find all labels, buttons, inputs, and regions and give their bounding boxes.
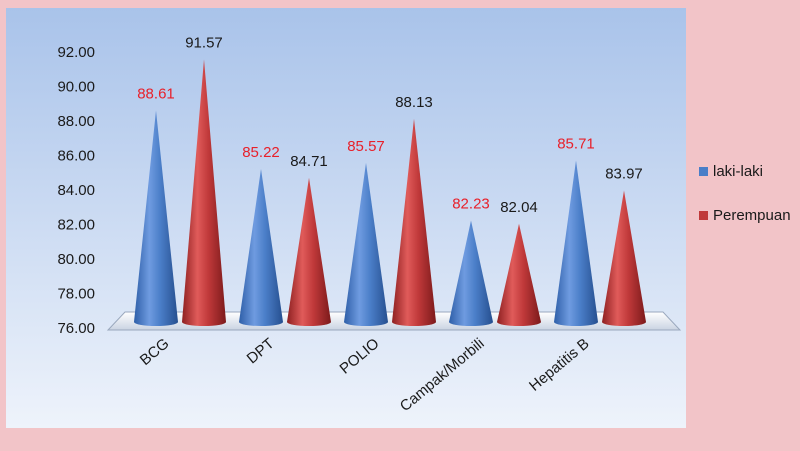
cone-perempuan-hepatitis-b — [602, 190, 646, 326]
data-label-perempuan-dpt: 84.71 — [290, 153, 328, 170]
cone-laki-laki-hepatitis-b — [554, 160, 598, 326]
cone-laki-laki-polio — [344, 162, 388, 326]
cone-laki-laki-bcg — [134, 110, 178, 326]
data-label-laki-laki-polio: 85.57 — [347, 138, 385, 155]
data-labels: 88.61 91.57 85.22 84.71 85.57 88.13 82.23 82.04… — [137, 34, 643, 215]
data-label-laki-laki-hepatitis-b: 85.71 — [557, 136, 595, 153]
y-tick-label: 80.00 — [57, 251, 95, 268]
data-label-perempuan-hepatitis-b: 83.97 — [605, 166, 643, 183]
chart-legend: laki-laki Perempuan — [699, 163, 791, 224]
cone-perempuan-polio — [392, 118, 436, 326]
y-tick-label: 82.00 — [57, 217, 95, 234]
legend-label: laki-laki — [713, 163, 763, 180]
y-tick-label: 88.00 — [57, 113, 95, 130]
y-tick-label: 78.00 — [57, 286, 95, 303]
legend-swatch — [699, 211, 708, 220]
y-axis: 76.00 78.00 80.00 82.00 84.00 86.00 88.00 90.00… — [57, 44, 95, 337]
data-label-perempuan-bcg: 91.57 — [185, 34, 223, 51]
legend-label: Perempuan — [713, 207, 791, 224]
legend-swatch — [699, 167, 708, 176]
y-tick-label: 86.00 — [57, 148, 95, 165]
y-tick-label: 84.00 — [57, 182, 95, 199]
y-tick-label: 92.00 — [57, 44, 95, 61]
data-label-perempuan-campak-morbili: 82.04 — [500, 199, 538, 216]
y-tick-label: 76.00 — [57, 320, 95, 337]
chart-marks — [134, 59, 646, 326]
cone-perempuan-campak-morbili — [497, 223, 541, 326]
data-label-laki-laki-dpt: 85.22 — [242, 144, 280, 161]
data-label-laki-laki-bcg: 88.61 — [137, 85, 175, 102]
cone-perempuan-dpt — [287, 177, 331, 326]
y-tick-label: 90.00 — [57, 79, 95, 96]
data-label-perempuan-polio: 88.13 — [395, 94, 433, 111]
data-label-laki-laki-campak-morbili: 82.23 — [452, 196, 490, 213]
cone-perempuan-bcg — [182, 59, 226, 326]
cone-laki-laki-campak-morbili — [449, 220, 493, 326]
cone-laki-laki-dpt — [239, 168, 283, 326]
